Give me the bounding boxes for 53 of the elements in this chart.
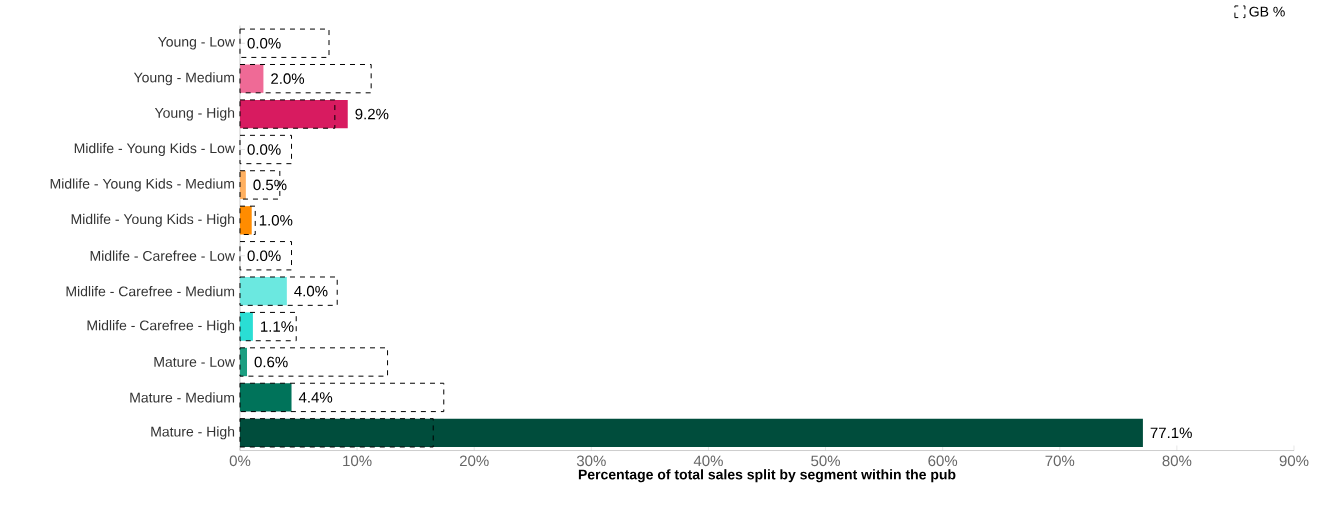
x-tick-label: 10% xyxy=(343,455,372,467)
y-tick-label: Midlife - Carefree - Low xyxy=(90,250,235,262)
data-label: 9.2% xyxy=(355,109,389,120)
y-tick-label: Young - Medium xyxy=(133,72,235,86)
data-label: 0.0% xyxy=(247,250,281,262)
bar xyxy=(239,276,338,307)
x-tick-label: 50% xyxy=(811,455,841,467)
data-label: 0.0% xyxy=(247,144,281,156)
data-label: 77.1% xyxy=(1150,427,1192,439)
bar xyxy=(239,135,293,165)
bar xyxy=(240,348,248,377)
x-tick-label: 70% xyxy=(1045,455,1075,467)
legend-label: GB % xyxy=(1249,6,1285,17)
y-tick-label: Midlife - Young Kids - Low xyxy=(74,143,235,157)
bar xyxy=(239,418,434,448)
y-tick-label: Midlife - Young Kids - High xyxy=(71,214,235,228)
y-tick-label: Midlife - Young Kids - Medium xyxy=(50,178,235,192)
data-label: 0.0% xyxy=(247,38,281,49)
x-tick-label: 20% xyxy=(459,455,489,467)
x-axis-title: Percentage of total sales split by segment within the pub xyxy=(578,469,956,483)
data-label: 0.6% xyxy=(254,356,288,368)
data-label: 4.0% xyxy=(294,286,328,297)
data-label: 0.5% xyxy=(253,179,287,191)
x-tick-label: 90% xyxy=(1279,455,1309,467)
bar xyxy=(240,277,287,306)
bar xyxy=(239,64,372,94)
bar xyxy=(240,418,1143,448)
bar xyxy=(240,383,292,412)
bar xyxy=(239,312,297,342)
y-tick-label: Midlife - Carefree - Medium xyxy=(66,286,235,297)
y-tick-label: Young - High xyxy=(154,107,235,121)
data-label: 1.1% xyxy=(261,321,294,333)
bar xyxy=(239,347,389,377)
y-tick-label: Midlife - Carefree - High xyxy=(87,320,235,334)
bar xyxy=(239,241,293,271)
bar xyxy=(239,28,330,59)
bar xyxy=(240,64,264,94)
x-tick-label: 60% xyxy=(928,455,958,467)
y-tick-label: Mature - Low xyxy=(154,357,236,368)
data-label: 1.0% xyxy=(259,215,293,226)
x-tick-label: 0% xyxy=(229,455,251,467)
x-tick-label: 30% xyxy=(576,455,606,467)
data-label: 4.4% xyxy=(298,392,333,403)
y-tick-label: Mature - High xyxy=(151,426,235,440)
y-tick-label: Young - Low xyxy=(157,37,236,50)
data-label: 2.0% xyxy=(271,73,305,85)
bar xyxy=(240,312,253,341)
bar xyxy=(240,206,252,235)
x-tick-label: 80% xyxy=(1162,455,1192,467)
bar xyxy=(239,205,256,236)
y-tick-label: Mature - Medium xyxy=(130,392,235,403)
bar xyxy=(239,382,445,413)
x-tick-label: 40% xyxy=(693,455,723,467)
